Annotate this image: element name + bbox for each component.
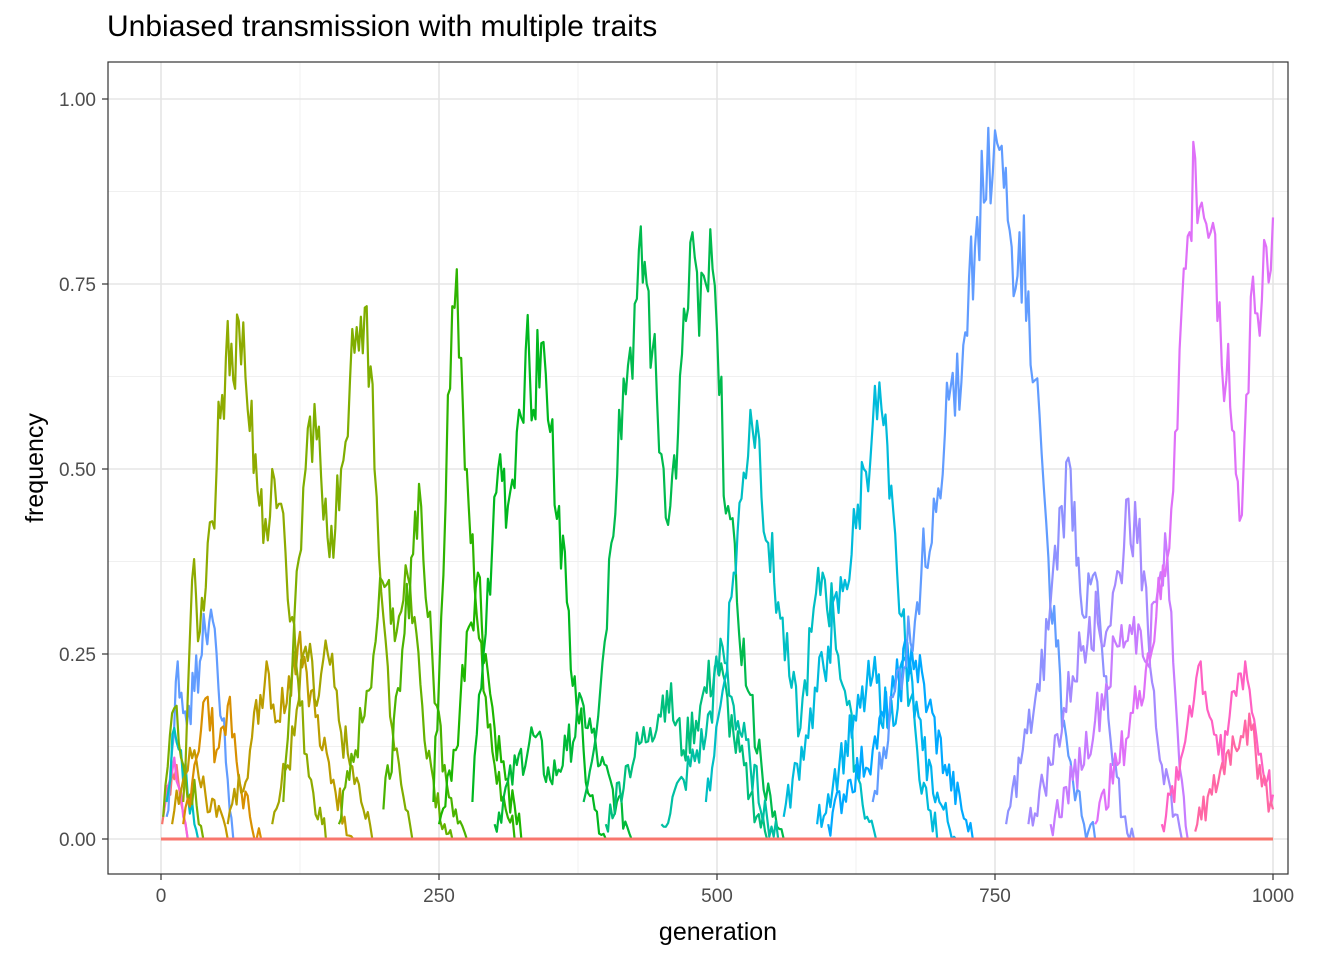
series-line-19 [660, 637, 780, 840]
x-tick-label: 750 [979, 886, 1011, 907]
series-line-18 [604, 659, 769, 840]
x-axis-ticks: 0 250 500 750 1000 [156, 874, 1294, 907]
series-line-5 [171, 746, 229, 840]
y-tick-label: 0.00 [59, 830, 96, 851]
y-tick-label: 0.25 [59, 645, 96, 666]
series-line-4 [162, 704, 205, 840]
series-layer [161, 126, 1275, 841]
series-line-9 [182, 313, 328, 841]
series-line-6 [182, 695, 263, 841]
series-line-25 [1005, 456, 1136, 841]
series-line-2 [165, 608, 235, 840]
y-tick-label: 0.50 [59, 460, 96, 481]
series-line-28 [1094, 140, 1275, 825]
plot-border [107, 61, 1289, 875]
y-axis-ticks: 0.00 0.25 0.50 0.75 1.00 [59, 90, 108, 851]
series-line-24 [871, 126, 1097, 841]
series-line-8 [271, 639, 374, 840]
series-line-29 [1160, 660, 1275, 833]
series-line-15 [471, 313, 607, 840]
series-line-26 [1027, 497, 1183, 840]
series-line-12 [382, 482, 468, 840]
x-tick-label: 250 [423, 886, 455, 907]
y-axis-title: frequency [21, 413, 49, 523]
series-line-27 [1049, 532, 1190, 841]
x-axis-title: generation [659, 918, 777, 946]
series-line-14 [437, 571, 528, 841]
series-line-20 [704, 408, 879, 841]
x-tick-label: 500 [701, 886, 733, 907]
x-tick-label: 0 [156, 886, 167, 907]
y-tick-label: 0.75 [59, 275, 96, 296]
series-line-30 [1194, 712, 1275, 832]
series-line-16 [493, 692, 634, 841]
x-tick-label: 1000 [1252, 886, 1294, 907]
chart-title: Unbiased transmission with multiple trai… [107, 10, 658, 43]
y-tick-label: 1.00 [59, 90, 96, 111]
series-line-17 [582, 225, 785, 840]
